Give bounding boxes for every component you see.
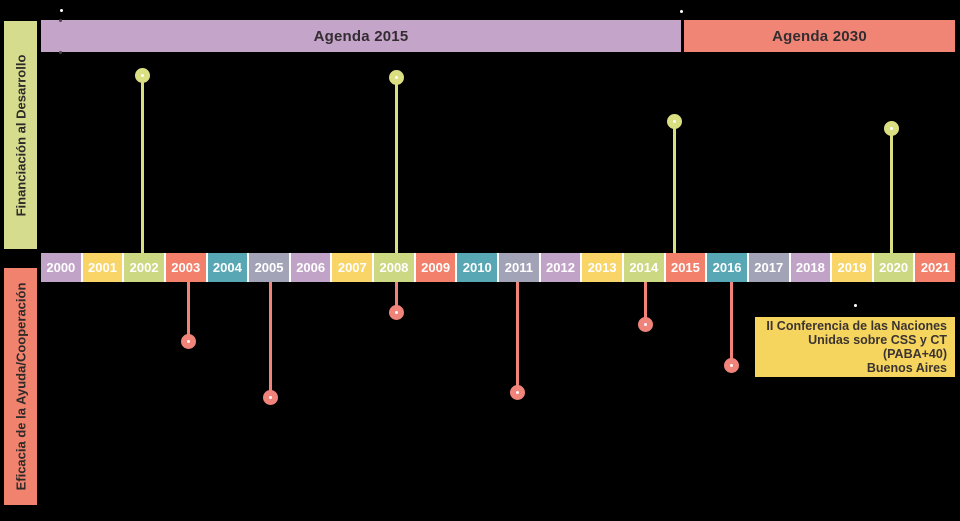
tiny-dot (58, 50, 62, 54)
year-cell-2008: 2008 (374, 253, 414, 282)
year-cell-2003: 2003 (165, 253, 206, 282)
marker-2020-up-stem (889, 128, 893, 253)
track-financiacion-label: Financiación al Desarrollo (13, 54, 29, 216)
year-cell-2019: 2019 (832, 253, 872, 282)
annotation-line: Buenos Aires (866, 361, 947, 375)
agenda-2015-label: Agenda 2015 (313, 27, 409, 45)
tiny-dot (59, 8, 63, 12)
marker-2008-up-dot (388, 69, 404, 85)
agenda-2030-label: Agenda 2030 (772, 27, 867, 45)
marker-2005-down-stem (268, 282, 272, 397)
year-cell-2017: 2017 (748, 253, 789, 282)
year-cell-2014: 2014 (623, 253, 664, 282)
marker-2002-up-dot (134, 67, 150, 83)
year-cell-2020: 2020 (873, 253, 914, 282)
agenda-2030-band: Agenda 2030 (684, 20, 955, 52)
year-cell-2018: 2018 (790, 253, 831, 282)
marker-2016-down-stem (729, 282, 733, 365)
marker-2003-down-stem (186, 282, 190, 341)
year-cell-2012: 2012 (540, 253, 581, 282)
marker-2015-up-stem (672, 121, 676, 253)
marker-2003-down-dot (180, 333, 196, 349)
track-financiacion-al-desarrollo: Financiación al Desarrollo (4, 21, 37, 249)
marker-2005-down-dot (262, 389, 278, 405)
marker-2015-up-dot (666, 113, 682, 129)
annotation-line: (PABA+40) (882, 347, 947, 361)
year-cell-2011: 2011 (499, 253, 539, 282)
agenda-2015-band: Agenda 2015 (41, 20, 681, 52)
year-cell-2004: 2004 (207, 253, 248, 282)
tiny-dot (679, 9, 683, 13)
marker-2011-down-dot (509, 384, 525, 400)
marker-2008-down-dot (388, 304, 404, 320)
marker-2011-down-stem (515, 282, 519, 392)
marker-2002-up-stem (140, 75, 144, 253)
year-cell-2021: 2021 (915, 253, 956, 282)
track-eficacia-ayuda-cooperacion: Eficacia de la Ayuda/Cooperación (4, 268, 37, 505)
track-eficacia-label: Eficacia de la Ayuda/Cooperación (13, 282, 29, 491)
year-cell-2009: 2009 (415, 253, 456, 282)
marker-2014-down-stem (643, 282, 647, 324)
marker-2008-down-stem (394, 282, 398, 312)
year-cell-2002: 2002 (124, 253, 164, 282)
tiny-dot (853, 303, 857, 307)
year-cell-2006: 2006 (290, 253, 331, 282)
marker-2008-up-stem (394, 77, 398, 253)
year-cell-2015: 2015 (665, 253, 706, 282)
year-cell-2005: 2005 (249, 253, 289, 282)
marker-2016-down-dot (723, 357, 739, 373)
year-cell-2010: 2010 (457, 253, 498, 282)
year-cell-2007: 2007 (332, 253, 373, 282)
year-cell-2000: 2000 (41, 253, 81, 282)
year-cell-2016: 2016 (707, 253, 747, 282)
annotation-paba40-box: II Conferencia de las Naciones Unidas so… (755, 317, 955, 377)
marker-2020-up-dot (883, 120, 899, 136)
tiny-dot (58, 18, 62, 22)
year-cell-2001: 2001 (82, 253, 123, 282)
marker-2014-down-dot (637, 316, 653, 332)
annotation-line: Unidas sobre CSS y CT (808, 333, 947, 347)
year-cell-2013: 2013 (582, 253, 622, 282)
year-bar: 2000 2001 2002 2003 2004 2005 2006 2007 2008 2009… (41, 253, 956, 282)
annotation-line: II Conferencia de las Naciones (766, 319, 947, 333)
